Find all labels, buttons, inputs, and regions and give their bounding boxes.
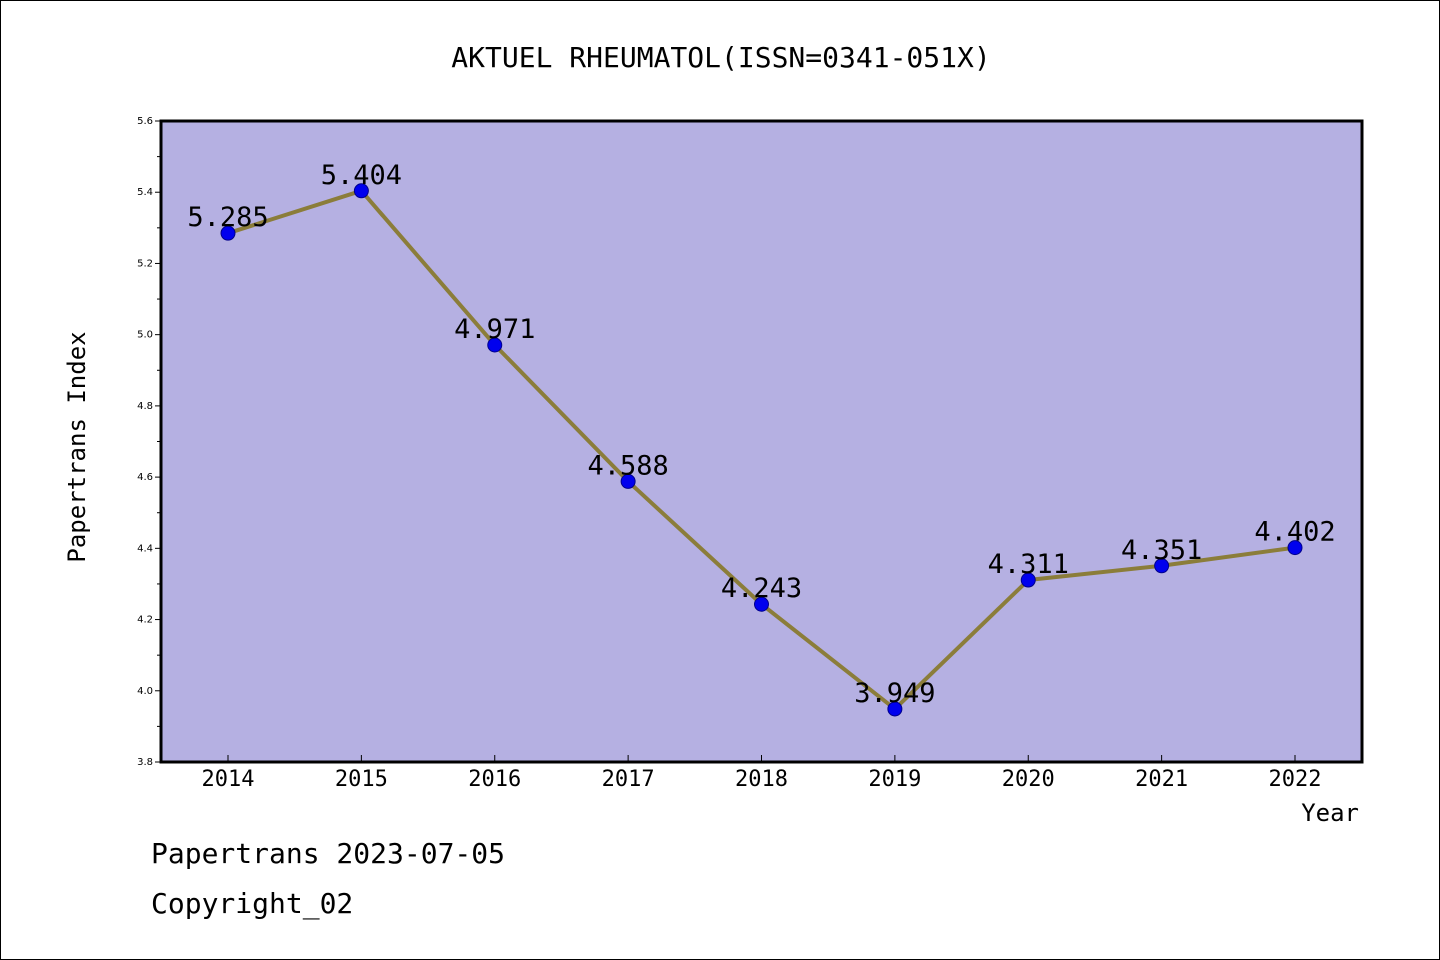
y-tick-label: 5.4 [137, 187, 153, 198]
y-tick-label: 4.4 [137, 543, 153, 554]
data-point [487, 337, 503, 353]
chart-title: AKTUEL RHEUMATOL(ISSN=0341-051X) [451, 41, 990, 74]
x-tick-label: 2018 [735, 767, 788, 792]
series-layer: 5.285 5.404 4.971 4.588 4.243 3.949 4.311 4.351… [187, 160, 1336, 717]
y-axis-label: Papertrans Index [63, 331, 91, 562]
data-label: 4.588 [587, 450, 668, 481]
data-point [220, 225, 236, 241]
data-point [754, 596, 769, 612]
y-tick-label: 3.8 [137, 757, 153, 768]
x-tick-label: 2022 [1269, 767, 1322, 792]
x-tick-label: 2016 [468, 767, 521, 792]
x-tick-label: 2019 [868, 767, 921, 792]
y-tick-label: 4.0 [137, 686, 153, 697]
data-label: 5.404 [321, 160, 402, 191]
x-tick-label: 2015 [335, 767, 388, 792]
y-tick-label: 5.6 [137, 116, 153, 127]
data-label: 4.311 [988, 549, 1069, 580]
x-tick-label: 2021 [1135, 767, 1188, 792]
data-point [887, 701, 903, 717]
data-point [1020, 572, 1036, 588]
footer-date: Papertrans 2023-07-05 [151, 837, 506, 870]
x-tick-label: 2020 [1002, 767, 1055, 792]
x-axis: 2014 2015 2016 2017 2018 2019 2020 2021 2022 [202, 755, 1322, 792]
data-point [620, 473, 636, 489]
data-label: 4.402 [1254, 517, 1335, 548]
data-point [1154, 558, 1170, 574]
data-label: 4.971 [454, 314, 535, 345]
plot-area [159, 119, 1364, 764]
footer-copyright: Copyright_02 [151, 887, 354, 920]
y-tick-label: 4.6 [137, 472, 153, 483]
y-tick-label: 5.2 [137, 258, 153, 269]
y-axis: 3.8 4.0 4.2 4.4 4.6 4.8 5.0 5.2 5.4 5.6 [137, 116, 161, 768]
x-axis-label: Year [1301, 799, 1359, 827]
data-label: 4.243 [721, 573, 802, 604]
y-tick-label: 4.8 [137, 401, 153, 412]
data-label: 4.351 [1121, 535, 1202, 566]
data-point [1287, 540, 1303, 556]
x-tick-label: 2014 [202, 767, 255, 792]
data-label: 5.285 [187, 202, 268, 233]
x-tick-label: 2017 [602, 767, 655, 792]
data-point [353, 183, 369, 199]
y-tick-label: 5.0 [137, 330, 153, 341]
data-label: 3.949 [854, 678, 935, 709]
y-tick-label: 4.2 [137, 615, 153, 626]
